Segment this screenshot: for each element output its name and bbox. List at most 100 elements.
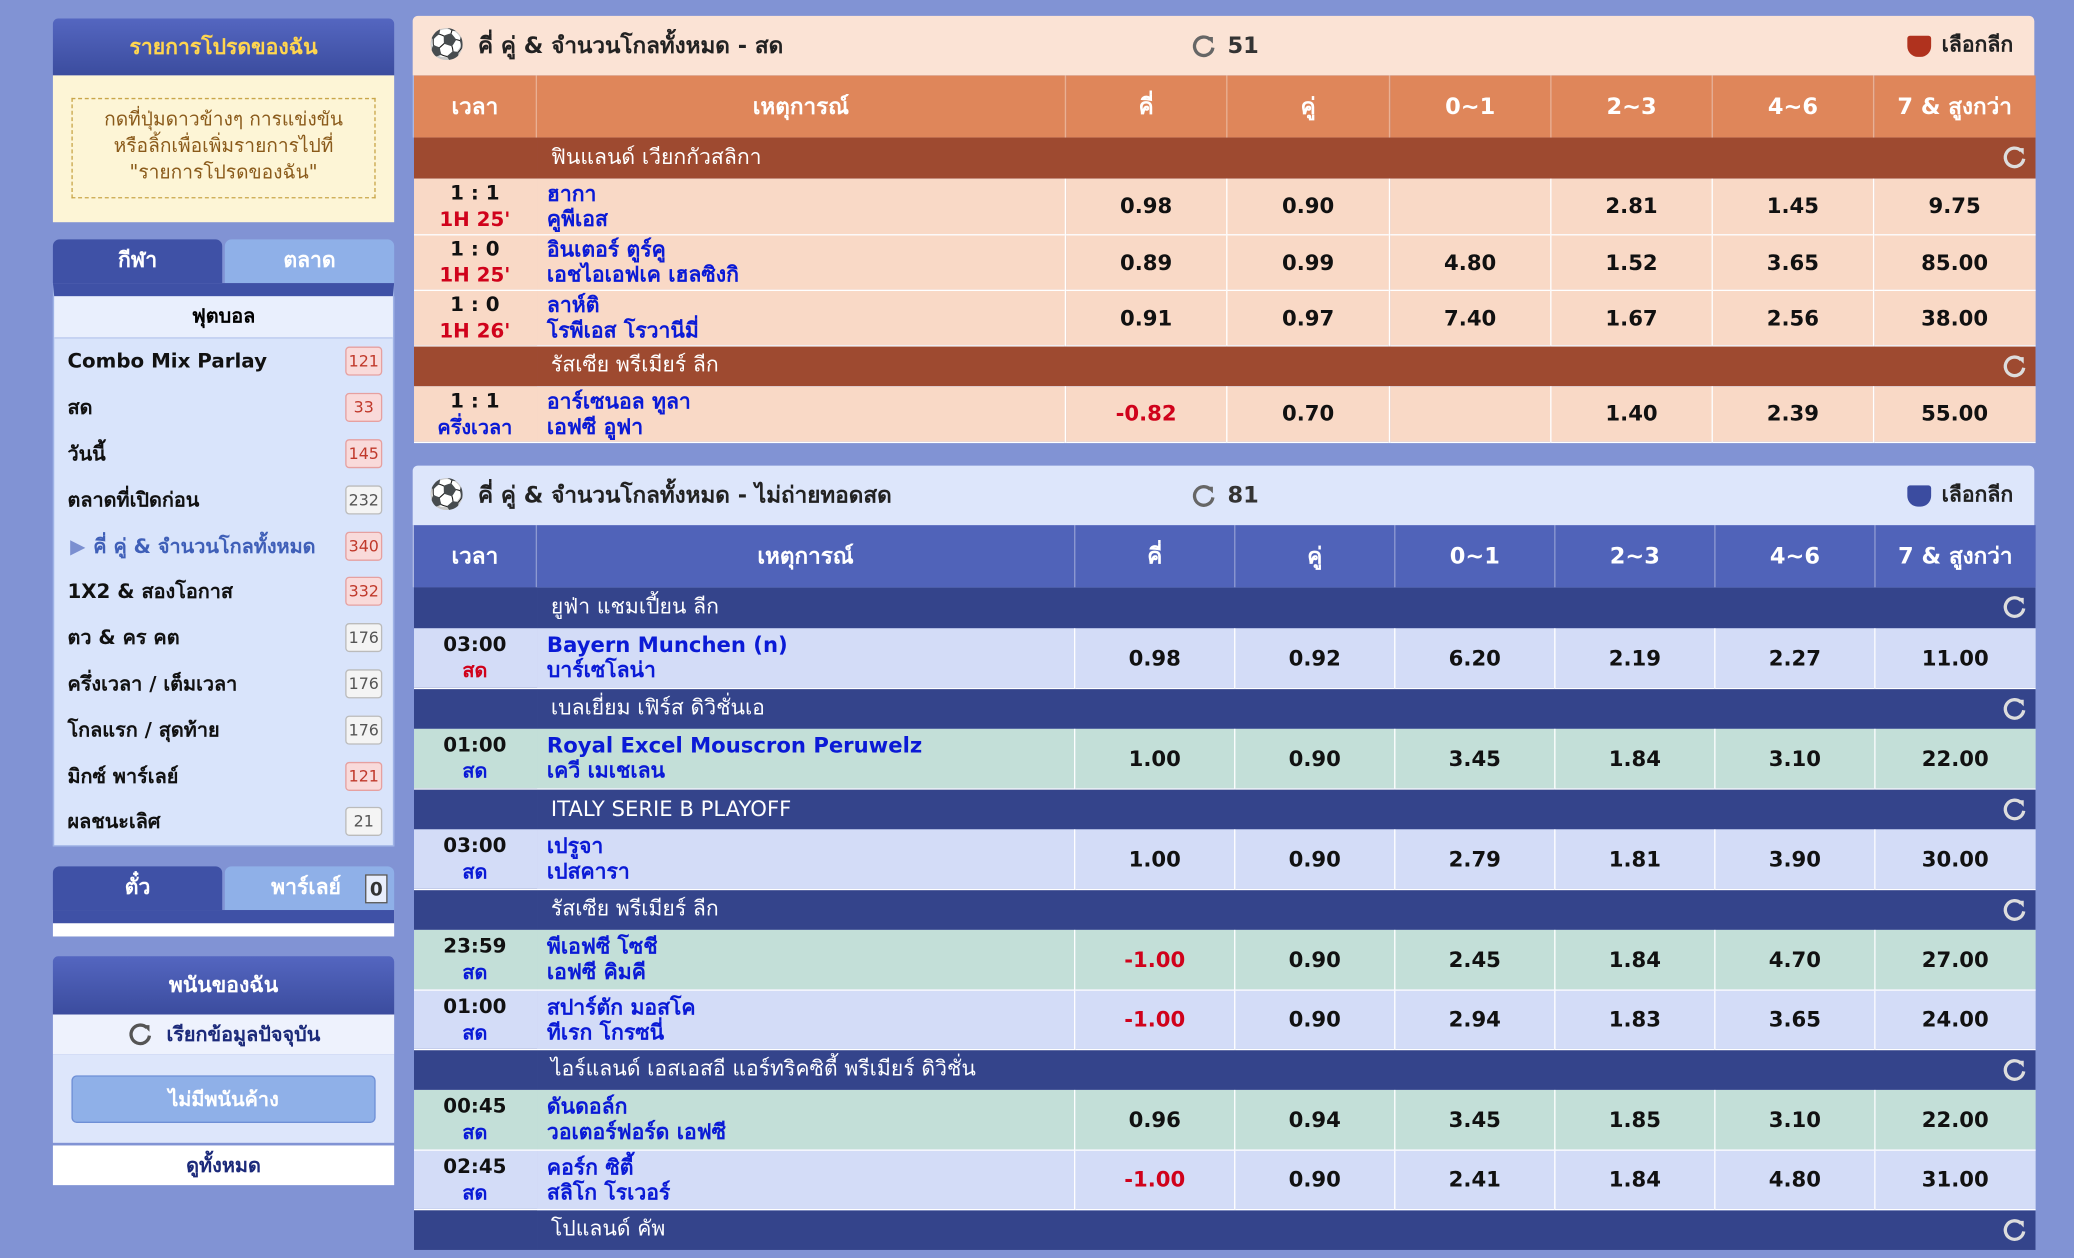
odds-cell[interactable]: 3.90 bbox=[1714, 829, 1875, 889]
odds-cell[interactable]: -1.00 bbox=[1074, 989, 1235, 1049]
league-refresh[interactable] bbox=[2001, 352, 2027, 384]
odds-cell[interactable]: 3.65 bbox=[1711, 234, 1874, 290]
home-team[interactable]: Royal Excel Mouscron Peruwelz bbox=[546, 733, 923, 759]
odds-cell[interactable]: 9.75 bbox=[1872, 178, 2035, 235]
menu-item[interactable]: ▶ คี่ คู่ & จำนวนโกลทั้งหมด 340 bbox=[54, 523, 393, 569]
refresh-icon[interactable] bbox=[1190, 32, 1216, 58]
home-team[interactable]: อาร์เซนอล ทูลา bbox=[546, 388, 691, 414]
refresh-icon[interactable] bbox=[1190, 482, 1216, 508]
home-team[interactable]: ดันดอล์ก bbox=[546, 1094, 628, 1120]
odds-cell[interactable]: 3.45 bbox=[1394, 1089, 1555, 1150]
odds-cell[interactable]: 1.40 bbox=[1550, 386, 1713, 442]
odds-cell[interactable]: 6.20 bbox=[1394, 628, 1555, 688]
away-team[interactable]: ทีเรก โกรซนี่ bbox=[546, 1019, 665, 1045]
away-team[interactable]: บาร์เซโลน่า bbox=[546, 657, 656, 683]
odds-cell[interactable]: 1.00 bbox=[1074, 829, 1235, 889]
refresh-icon[interactable] bbox=[2001, 1056, 2027, 1082]
odds-cell[interactable]: 85.00 bbox=[1872, 234, 2035, 290]
refresh-icon[interactable] bbox=[2001, 896, 2027, 922]
league-select[interactable]: เลือกลีก bbox=[1907, 29, 2013, 62]
league-refresh[interactable] bbox=[2001, 695, 2027, 727]
odds-cell[interactable]: 2.56 bbox=[1711, 289, 1874, 346]
odds-cell[interactable]: 2.79 bbox=[1394, 829, 1555, 889]
odds-cell[interactable]: -1.00 bbox=[1074, 929, 1235, 990]
odds-cell[interactable]: 1.52 bbox=[1550, 234, 1713, 290]
away-team[interactable]: เปสคารา bbox=[546, 858, 630, 884]
odds-cell[interactable]: 1.81 bbox=[1554, 829, 1715, 889]
away-team[interactable]: คูพีเอส bbox=[546, 206, 608, 232]
menu-item[interactable]: วันนี้ 145 bbox=[54, 431, 393, 477]
home-team[interactable]: Bayern Munchen (n) bbox=[546, 632, 788, 658]
home-team[interactable]: เปรูจา bbox=[546, 833, 604, 859]
home-team[interactable]: ลาห์ติ bbox=[546, 292, 600, 318]
odds-cell[interactable]: 1.67 bbox=[1550, 289, 1713, 346]
odds-cell[interactable]: 22.00 bbox=[1874, 1089, 2035, 1150]
odds-cell[interactable]: 2.19 bbox=[1554, 628, 1715, 688]
odds-cell[interactable]: 2.39 bbox=[1711, 386, 1874, 442]
menu-item[interactable]: โกลแรก / สุดท้าย 176 bbox=[54, 707, 393, 753]
away-team[interactable]: เอชไอเอฟเค เฮลซิงกิ bbox=[546, 261, 739, 288]
odds-cell[interactable]: 1.00 bbox=[1074, 728, 1235, 789]
odds-cell[interactable]: 2.27 bbox=[1714, 628, 1875, 688]
away-team[interactable]: สลิโก โรเวอร์ bbox=[546, 1179, 671, 1205]
league-select[interactable]: เลือกลีก bbox=[1907, 479, 2013, 512]
odds-cell[interactable]: 0.92 bbox=[1234, 628, 1395, 688]
league-refresh[interactable] bbox=[2001, 796, 2027, 828]
sport-tab[interactable]: ตลาด bbox=[224, 239, 395, 284]
odds-cell[interactable]: 2.81 bbox=[1550, 178, 1713, 235]
my-bets-refresh[interactable]: เรียกข้อมูลปัจจุบัน bbox=[52, 1014, 395, 1055]
odds-cell[interactable]: 3.45 bbox=[1394, 728, 1555, 789]
odds-cell[interactable]: 0.96 bbox=[1074, 1089, 1235, 1150]
home-team[interactable]: ฮากา bbox=[546, 180, 597, 207]
refresh-icon[interactable] bbox=[2001, 1216, 2027, 1242]
league-refresh[interactable] bbox=[2001, 1216, 2027, 1248]
home-team[interactable]: อินเตอร์ ตูร์คู bbox=[546, 236, 666, 262]
odds-cell[interactable]: 2.94 bbox=[1394, 989, 1555, 1049]
odds-cell[interactable]: 0.98 bbox=[1064, 178, 1227, 235]
menu-item[interactable]: มิกซ์ พาร์เลย์ 121 bbox=[54, 753, 393, 799]
no-bets-button[interactable]: ไม่มีพนันค้าง bbox=[71, 1075, 376, 1123]
odds-cell[interactable]: 31.00 bbox=[1874, 1149, 2035, 1209]
league-refresh[interactable] bbox=[2001, 144, 2027, 176]
odds-cell[interactable]: 1.45 bbox=[1711, 178, 1874, 235]
away-team[interactable]: เควี เมเชเลน bbox=[546, 758, 666, 784]
league-refresh[interactable] bbox=[2001, 896, 2027, 928]
refresh-icon[interactable] bbox=[127, 1021, 153, 1047]
odds-cell[interactable]: 30.00 bbox=[1874, 829, 2035, 889]
odds-cell[interactable]: 3.10 bbox=[1714, 728, 1875, 789]
odds-cell[interactable]: 1.84 bbox=[1554, 728, 1715, 789]
odds-cell[interactable]: 3.65 bbox=[1714, 989, 1875, 1049]
menu-item[interactable]: Combo Mix Parlay 121 bbox=[54, 339, 393, 385]
odds-cell[interactable]: 0.90 bbox=[1234, 1149, 1395, 1209]
league-refresh[interactable] bbox=[2001, 1056, 2027, 1088]
section-refresh[interactable]: 51 bbox=[1190, 32, 1259, 59]
refresh-icon[interactable] bbox=[2001, 796, 2027, 822]
odds-cell[interactable]: 1.85 bbox=[1554, 1089, 1715, 1150]
odds-cell[interactable]: 2.45 bbox=[1394, 929, 1555, 990]
odds-cell[interactable]: 0.99 bbox=[1226, 234, 1390, 290]
bet-tab[interactable]: ตั๋ว bbox=[52, 866, 223, 911]
menu-item[interactable]: ครึ่งเวลา / เต็มเวลา 176 bbox=[54, 661, 393, 707]
refresh-icon[interactable] bbox=[2001, 144, 2027, 170]
odds-cell[interactable]: 7.40 bbox=[1388, 289, 1551, 346]
odds-cell[interactable]: 0.90 bbox=[1234, 728, 1395, 789]
home-team[interactable]: สปาร์ตัก มอสโค bbox=[546, 994, 696, 1020]
odds-cell[interactable]: 4.80 bbox=[1714, 1149, 1875, 1209]
sport-tab[interactable]: กีฬา bbox=[52, 239, 223, 284]
odds-cell[interactable]: 4.70 bbox=[1714, 929, 1875, 990]
odds-cell[interactable]: 38.00 bbox=[1872, 289, 2035, 346]
away-team[interactable]: เอฟซี คิมคี bbox=[546, 959, 646, 985]
odds-cell[interactable]: -0.82 bbox=[1064, 386, 1227, 442]
refresh-icon[interactable] bbox=[2001, 695, 2027, 721]
refresh-icon[interactable] bbox=[2001, 352, 2027, 378]
away-team[interactable]: วอเตอร์ฟอร์ด เอฟซี bbox=[546, 1119, 727, 1145]
view-all[interactable]: ดูทั้งหมด bbox=[52, 1145, 395, 1186]
odds-cell[interactable]: 0.97 bbox=[1226, 289, 1390, 346]
odds-cell[interactable]: 0.90 bbox=[1234, 829, 1395, 889]
menu-item[interactable]: สด 33 bbox=[54, 385, 393, 431]
odds-cell[interactable]: 0.90 bbox=[1226, 178, 1390, 235]
away-team[interactable]: เอฟซี อูฟา bbox=[546, 413, 644, 439]
odds-cell[interactable]: 2.41 bbox=[1394, 1149, 1555, 1209]
away-team[interactable]: โรพีเอส โรวานีมี่ bbox=[546, 317, 699, 343]
odds-cell[interactable]: 4.80 bbox=[1388, 234, 1551, 290]
